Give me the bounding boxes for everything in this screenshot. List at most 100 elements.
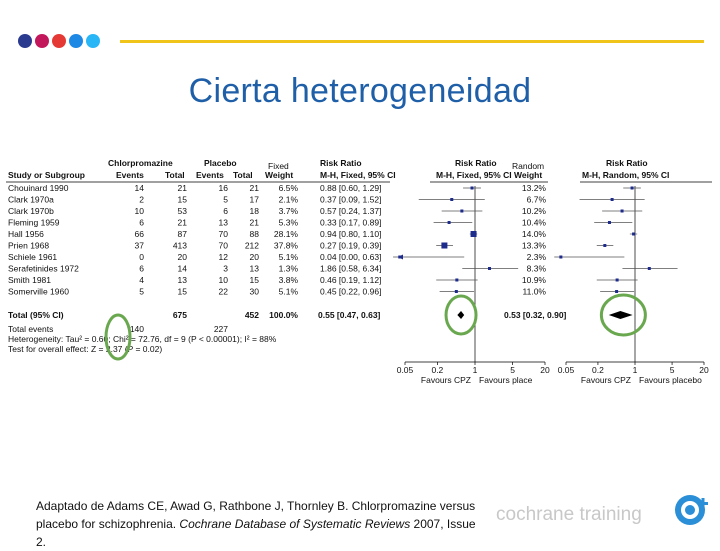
study-total1: 21 — [178, 183, 188, 193]
study-events1: 0 — [139, 252, 144, 262]
axis-tick-label-random: 1 — [633, 365, 638, 375]
study-square-random — [615, 278, 619, 282]
axis-tick-label-fixed: 0.2 — [431, 365, 443, 375]
study-square-random — [610, 198, 614, 201]
study-weight-random: 14.0% — [522, 229, 547, 239]
study-ci-fixed: 0.46 [0.19, 1.12] — [320, 275, 381, 285]
study-name: Clark 1970b — [8, 206, 54, 216]
total-n1: 675 — [173, 310, 187, 320]
color-dot — [52, 34, 66, 48]
header-weight1: Weight — [265, 170, 293, 180]
heterogeneity-text: Heterogeneity: Tau² = 0.60; Chi² = 72.76… — [8, 334, 277, 344]
study-name: Schiele 1961 — [8, 252, 57, 262]
study-events2: 70 — [219, 241, 229, 251]
total-n2: 452 — [245, 310, 259, 320]
study-square-random — [603, 244, 607, 247]
study-weight-fixed: 28.1% — [274, 229, 299, 239]
study-weight-fixed: 6.5% — [279, 183, 299, 193]
axis-tick-label-fixed: 1 — [473, 365, 478, 375]
study-name: Somerville 1960 — [8, 287, 69, 297]
study-ci-fixed: 0.37 [0.09, 1.52] — [320, 195, 381, 205]
study-total2: 20 — [250, 252, 260, 262]
study-events1: 2 — [139, 195, 144, 205]
study-weight-random: 2.3% — [527, 252, 547, 262]
axis-tick-label-random: 5 — [670, 365, 675, 375]
study-events1: 37 — [135, 241, 145, 251]
study-square-fixed — [460, 209, 464, 213]
header-rr-fixed: Risk Ratio — [320, 158, 362, 168]
header-rr-random: Risk Ratio — [606, 158, 648, 168]
study-name: Hall 1956 — [8, 229, 44, 239]
axis-tick-label-random: 20 — [699, 365, 709, 375]
axis-tick-label-random: 0.2 — [592, 365, 604, 375]
total-diamond-random — [608, 311, 633, 319]
study-total2: 212 — [245, 241, 259, 251]
study-total2: 30 — [250, 287, 260, 297]
total-label: Total (95% CI) — [8, 310, 64, 320]
highlight-total-events — [104, 313, 132, 361]
study-total1: 21 — [178, 218, 188, 228]
study-total1: 15 — [178, 195, 188, 205]
highlight-fixed-diamond — [444, 294, 478, 336]
study-weight-fixed: 3.7% — [279, 206, 299, 216]
study-name: Chouinard 1990 — [8, 183, 69, 193]
axis-tick-label-fixed: 0.05 — [397, 365, 414, 375]
study-total1: 14 — [178, 264, 188, 274]
total-diamond-fixed — [457, 311, 465, 319]
citation-line-2: placebo for schizophrenia. Cochrane Data… — [36, 515, 486, 551]
highlight-random-diamond — [599, 293, 647, 337]
overall-effect-text: Test for overall effect: Z = 2.37 (P = 0… — [8, 344, 162, 354]
study-square-random — [620, 209, 624, 213]
study-total1: 13 — [178, 275, 188, 285]
axis-tick-label-fixed: 5 — [510, 365, 515, 375]
study-ci-fixed: 1.86 [0.58, 6.34] — [320, 264, 381, 274]
study-square-fixed — [454, 290, 458, 293]
study-weight-random: 10.4% — [522, 218, 547, 228]
study-ci-fixed: 0.33 [0.17, 0.89] — [320, 218, 381, 228]
header-mh-random: M-H, Random, 95% CI — [582, 170, 669, 180]
color-dot — [18, 34, 32, 48]
study-weight-random: 8.3% — [527, 264, 547, 274]
study-total2: 21 — [250, 183, 260, 193]
study-name: Fleming 1959 — [8, 218, 60, 228]
study-weight-random: 10.9% — [522, 275, 547, 285]
header-events1: Events — [116, 170, 144, 180]
study-weight-fixed: 5.1% — [279, 287, 299, 297]
study-square-random — [615, 290, 619, 293]
axis-left-label-random: Favours CPZ — [581, 375, 631, 385]
study-square-random — [630, 186, 634, 190]
study-weight-random: 13.3% — [522, 241, 547, 251]
study-weight-random: 10.2% — [522, 206, 547, 216]
header-weight2: Weight — [514, 170, 542, 180]
study-weight-fixed: 37.8% — [274, 241, 299, 251]
study-events1: 66 — [135, 229, 145, 239]
study-name: Serafetinides 1972 — [8, 264, 79, 274]
forest-plot: Chlorpromazine Placebo Fixed Risk Ratio Risk… — [6, 158, 712, 385]
study-ci-fixed: 0.94 [0.80, 1.10] — [320, 229, 381, 239]
study-square-random — [607, 221, 611, 224]
header-mh-forest1: M-H, Fixed, 95% CI — [436, 170, 512, 180]
header-group1: Chlorpromazine — [108, 158, 173, 168]
study-events2: 6 — [223, 206, 228, 216]
study-total1: 15 — [178, 287, 188, 297]
study-total1: 53 — [178, 206, 188, 216]
study-weight-random: 11.0% — [523, 287, 547, 297]
axis-tick-label-fixed: 20 — [540, 365, 550, 375]
study-square-random — [632, 232, 636, 236]
study-square-fixed — [470, 186, 474, 190]
study-events1: 10 — [135, 206, 145, 216]
axis-tick-label-random: 0.05 — [558, 365, 575, 375]
study-square-fixed-large — [441, 242, 448, 249]
study-square-fixed — [450, 198, 454, 201]
header-random-tag: Random — [512, 161, 544, 171]
study-events2: 70 — [219, 229, 229, 239]
study-weight-fixed: 3.8% — [279, 275, 299, 285]
citation-journal: Cochrane Database of Systematic Reviews — [179, 517, 411, 531]
study-events2: 3 — [223, 264, 228, 274]
color-dot — [86, 34, 100, 48]
study-square-random — [647, 267, 651, 270]
header-total1: Total — [165, 170, 185, 180]
study-weight-random: 13.2% — [522, 183, 547, 193]
total-events2: 227 — [214, 324, 228, 334]
study-events2: 5 — [223, 195, 228, 205]
